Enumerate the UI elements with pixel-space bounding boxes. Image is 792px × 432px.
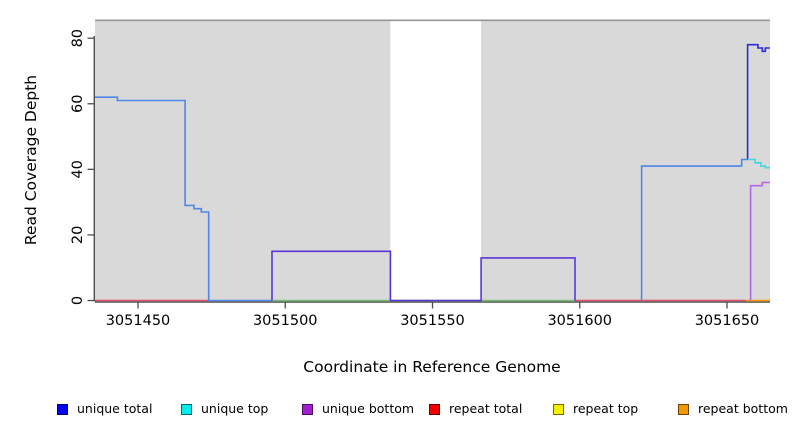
legend: unique total unique top unique bottom re… — [0, 401, 792, 419]
legend-label: repeat top — [573, 401, 639, 416]
legend-label: unique bottom — [322, 401, 415, 416]
unique-total-and-bottom-rects — [271, 250, 576, 302]
y-tick-label: 0 — [70, 296, 86, 305]
legend-item-repeat-total: repeat total — [429, 401, 522, 417]
legend-swatch-unique-top — [181, 403, 192, 415]
unique-total-and-top-right — [640, 158, 748, 301]
x-tick-label: 3051550 — [400, 313, 465, 329]
x-tick-label: 3051450 — [106, 313, 171, 329]
x-tick-label: 3051600 — [547, 313, 612, 329]
legend-swatch-repeat-top — [553, 403, 564, 415]
masked-region — [390, 19, 482, 301]
unique-top-right — [747, 158, 770, 169]
legend-label: repeat bottom — [698, 401, 788, 416]
unique-total-spike — [746, 43, 770, 160]
y-axis-title: Read Coverage Depth — [22, 74, 40, 246]
y-tick-label: 60 — [70, 95, 86, 113]
unique-bottom-right — [749, 181, 770, 301]
legend-item-repeat-bottom: repeat bottom — [678, 401, 788, 417]
legend-label: unique top — [201, 401, 269, 416]
y-tick-label: 20 — [70, 226, 86, 244]
y-tick-label: 40 — [70, 160, 86, 178]
legend-label: repeat total — [449, 401, 523, 416]
legend-swatch-repeat-bottom — [678, 403, 689, 415]
legend-label: unique total — [77, 401, 153, 416]
legend-item-unique-bottom: unique bottom — [302, 401, 414, 417]
x-tick-label: 3051500 — [253, 313, 318, 329]
x-axis-title: Coordinate in Reference Genome — [303, 358, 561, 376]
legend-item-unique-total: unique total — [57, 401, 152, 417]
y-tick-label: 80 — [70, 29, 86, 47]
x-tick-label: 3051650 — [695, 313, 760, 329]
legend-item-repeat-top: repeat top — [553, 401, 638, 417]
unique-total-and-top-left — [95, 96, 272, 302]
legend-swatch-unique-bottom — [302, 403, 313, 415]
legend-swatch-repeat-total — [429, 403, 440, 415]
legend-item-unique-top: unique top — [181, 401, 268, 417]
legend-swatch-unique-total — [57, 403, 68, 415]
